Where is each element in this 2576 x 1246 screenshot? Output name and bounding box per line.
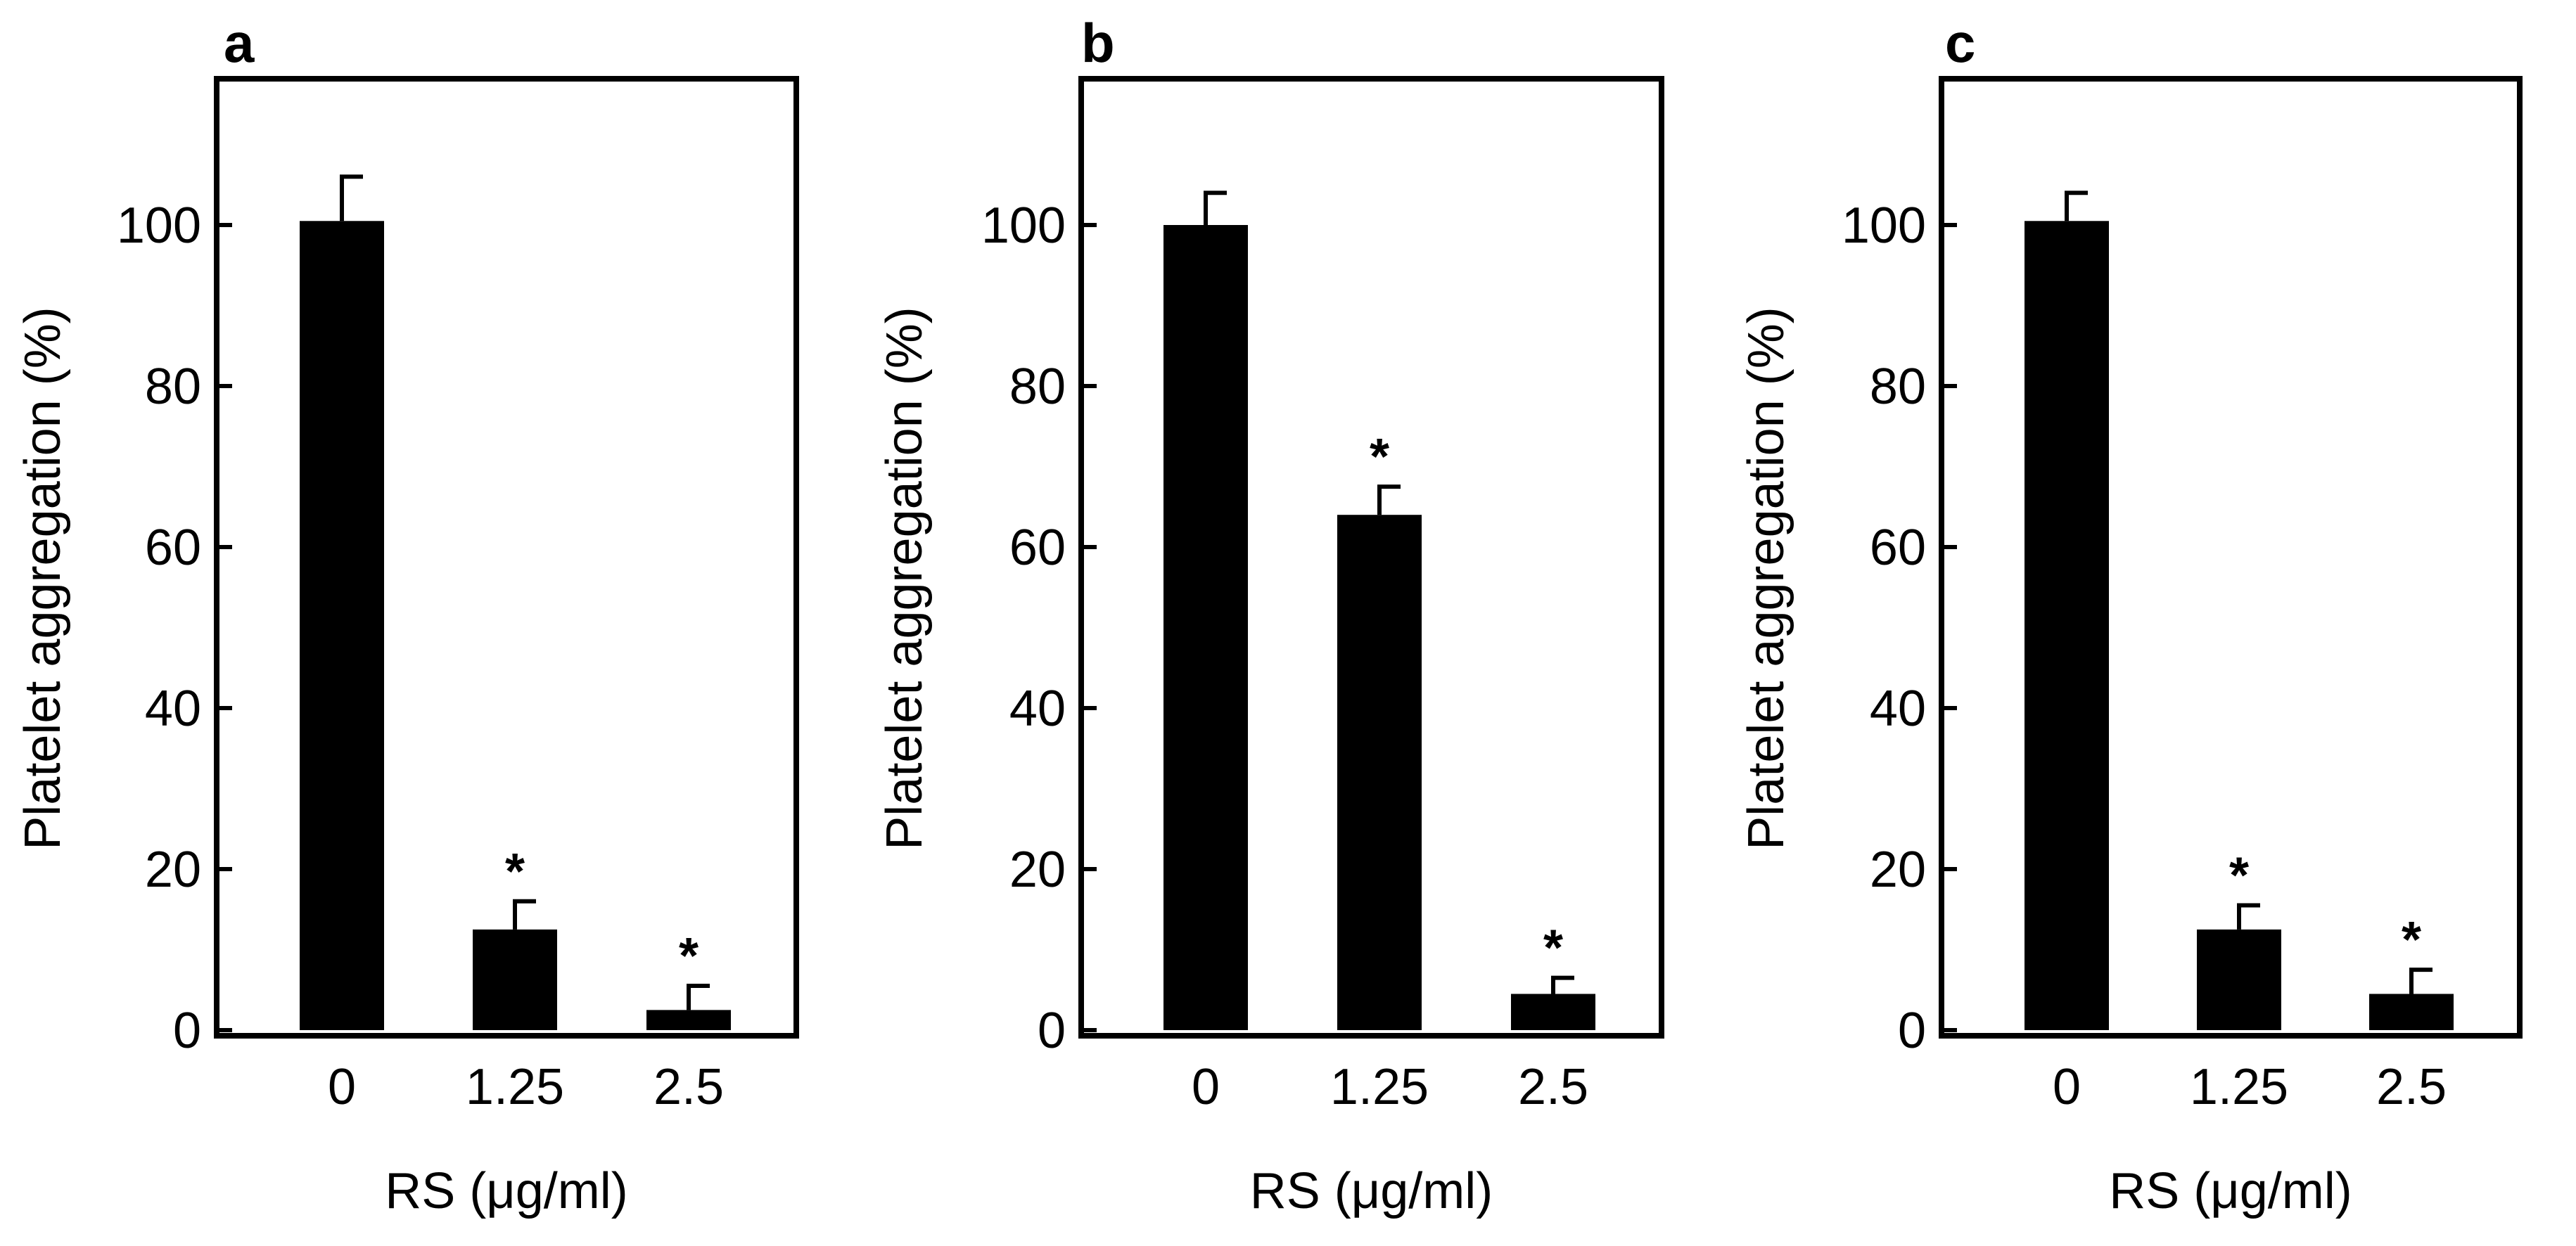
panel-c: c 0 20 40 60 80 100 Platelet aggregation (%) 0 * 1… <box>1738 12 2523 1219</box>
plot-frame <box>214 76 799 1039</box>
panel-a: a 0 20 40 60 80 100 Platelet aggregation (%) 0 * 1… <box>15 12 799 1219</box>
x-tick-label: 1.25 <box>466 1059 564 1115</box>
y-tick-label: 20 <box>1870 842 1926 898</box>
significance-marker: * <box>1370 429 1389 485</box>
x-tick-label: 2.5 <box>653 1059 724 1115</box>
panels: a 0 20 40 60 80 100 Platelet aggregation (%) 0 * 1… <box>15 12 2523 1219</box>
y-axis-title: Platelet aggregation (%) <box>15 307 71 849</box>
bar-1.25 <box>2197 929 2281 1030</box>
y-tick-label: 80 <box>145 359 201 415</box>
y-tick-label: 80 <box>1870 359 1926 415</box>
panel-label: a <box>224 12 255 74</box>
significance-marker: * <box>679 928 699 984</box>
y-tick-label: 0 <box>1898 1003 1926 1059</box>
y-tick-label: 20 <box>145 842 201 898</box>
x-tick-label: 1.25 <box>1330 1059 1429 1115</box>
panel-label: b <box>1081 12 1115 74</box>
bar-0 <box>300 221 384 1030</box>
y-tick-label: 40 <box>1870 681 1926 737</box>
x-tick-label: 0 <box>1192 1059 1220 1115</box>
x-tick-label: 1.25 <box>2190 1059 2288 1115</box>
y-tick-label: 0 <box>173 1003 201 1059</box>
bar-0 <box>1163 225 1248 1030</box>
y-tick-label: 100 <box>117 198 201 254</box>
y-tick-label: 40 <box>145 681 201 737</box>
y-tick-label: 100 <box>981 198 1066 254</box>
panel-label: c <box>1945 12 1975 74</box>
significance-marker: * <box>2229 848 2249 904</box>
y-tick-label: 40 <box>1009 681 1066 737</box>
bar-1.25 <box>1337 515 1422 1030</box>
x-axis-title: RS (μg/ml) <box>385 1163 627 1219</box>
x-tick-label: 0 <box>2053 1059 2081 1115</box>
x-tick-label: 2.5 <box>2376 1059 2447 1115</box>
y-axis-title: Platelet aggregation (%) <box>1738 307 1794 849</box>
x-tick-label: 0 <box>328 1059 356 1115</box>
x-axis-title: RS (μg/ml) <box>2109 1163 2352 1219</box>
significance-marker: * <box>1543 920 1563 977</box>
significance-marker: * <box>505 844 525 900</box>
plot-frame <box>1078 76 1664 1039</box>
y-tick-label: 100 <box>1842 198 1926 254</box>
y-tick-label: 20 <box>1009 842 1066 898</box>
y-tick-label: 60 <box>145 520 201 576</box>
significance-marker: * <box>2402 912 2421 968</box>
bar-2.5 <box>2369 994 2454 1030</box>
bar-0 <box>2025 221 2109 1030</box>
y-tick-label: 0 <box>1038 1003 1066 1059</box>
bar-2.5 <box>1511 994 1595 1030</box>
y-tick-label: 60 <box>1009 520 1066 576</box>
bar-2.5 <box>646 1010 731 1030</box>
panel-b: b 0 20 40 60 80 100 Platelet aggregation (%) 0 * 1… <box>876 12 1664 1219</box>
y-axis-title: Platelet aggregation (%) <box>876 307 933 849</box>
y-tick-label: 80 <box>1009 359 1066 415</box>
bar-1.25 <box>473 929 557 1030</box>
x-tick-label: 2.5 <box>1518 1059 1588 1115</box>
y-tick-label: 60 <box>1870 520 1926 576</box>
x-axis-title: RS (μg/ml) <box>1250 1163 1493 1219</box>
plot-frame <box>1939 76 2523 1039</box>
